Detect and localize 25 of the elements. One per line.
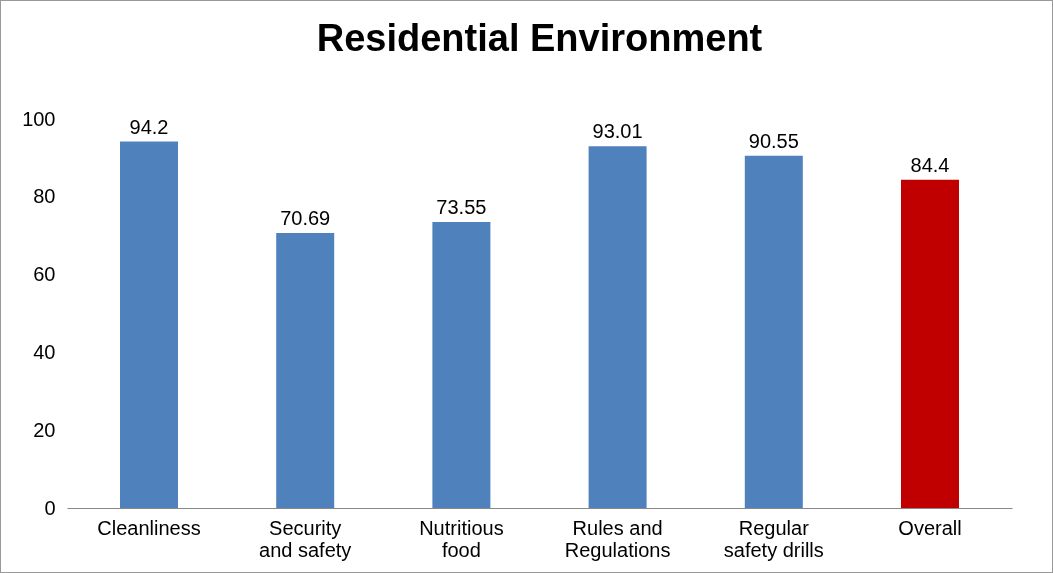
y-tick-label: 100 [22,107,56,130]
x-tick-label: Regular safety drills [723,516,824,561]
bar [901,179,959,508]
y-tick-label: 60 [33,263,56,286]
bar [120,141,178,508]
x-tick-label: Security and safety [259,516,352,561]
x-tick-label: Overall [898,516,962,539]
chart-title: Residential Environment [316,17,763,59]
bar [432,221,491,508]
y-tick-label: 40 [33,340,56,363]
x-tick-label: Rules and Regulations [564,516,671,561]
bar [588,146,647,508]
y-tick-label: 80 [33,185,56,208]
y-tick-label: 20 [33,418,56,441]
data-label: 90.55 [748,129,799,152]
data-label: 84.4 [910,153,950,176]
x-tick-label: Cleanliness [97,516,201,539]
data-label: 93.01 [592,120,643,143]
data-label: 73.55 [436,195,487,218]
data-label: 94.2 [129,115,169,138]
x-tick-label: Nutritious food [419,516,504,561]
y-tick-label: 0 [44,496,56,519]
bar [744,155,803,508]
data-label: 70.69 [280,207,331,230]
bar [276,233,335,508]
